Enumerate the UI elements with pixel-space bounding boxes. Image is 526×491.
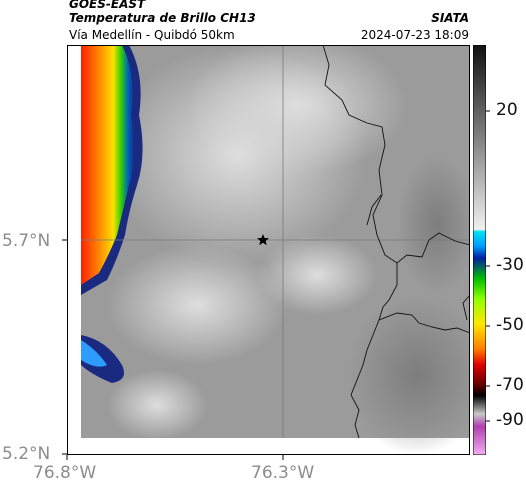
border-line — [378, 312, 470, 334]
border-line — [350, 263, 398, 439]
region-label: Vía Medellín - Quibdó 50km — [69, 28, 235, 42]
cloud-mass — [107, 370, 207, 440]
organization-label: SIATA — [431, 11, 469, 25]
satellite-map — [67, 45, 470, 455]
border-line — [462, 294, 470, 321]
colorbar-label: -50 — [496, 315, 524, 335]
colorbar-label: -70 — [496, 375, 524, 395]
colorbar-label: -30 — [496, 255, 524, 275]
warm-area — [347, 295, 470, 455]
map-frame-border — [67, 45, 470, 455]
cloud-mass — [107, 245, 287, 365]
border-line — [322, 45, 470, 264]
satellite-title: GOES-EAST — [69, 0, 146, 11]
lat-label: 5.7°N — [2, 231, 51, 251]
convective-cell-core — [81, 340, 107, 367]
warm-area — [397, 155, 470, 295]
star-icon — [257, 234, 269, 246]
colorbar-label: 20 — [496, 100, 518, 120]
product-title: Temperatura de Brillo CH13 — [69, 11, 256, 25]
colorbar-label: -90 — [496, 410, 524, 430]
lat-label: 5.2°N — [2, 444, 51, 464]
convective-cell-core — [81, 45, 135, 285]
datetime-label: 2024-07-23 18:09 — [360, 28, 469, 42]
cloud-mass — [257, 235, 377, 315]
border-line — [366, 194, 382, 226]
lon-label: 76.3°W — [251, 463, 315, 483]
lon-label: 76.8°W — [33, 463, 97, 483]
cloud-mass — [187, 45, 407, 175]
colorbar — [473, 45, 486, 455]
